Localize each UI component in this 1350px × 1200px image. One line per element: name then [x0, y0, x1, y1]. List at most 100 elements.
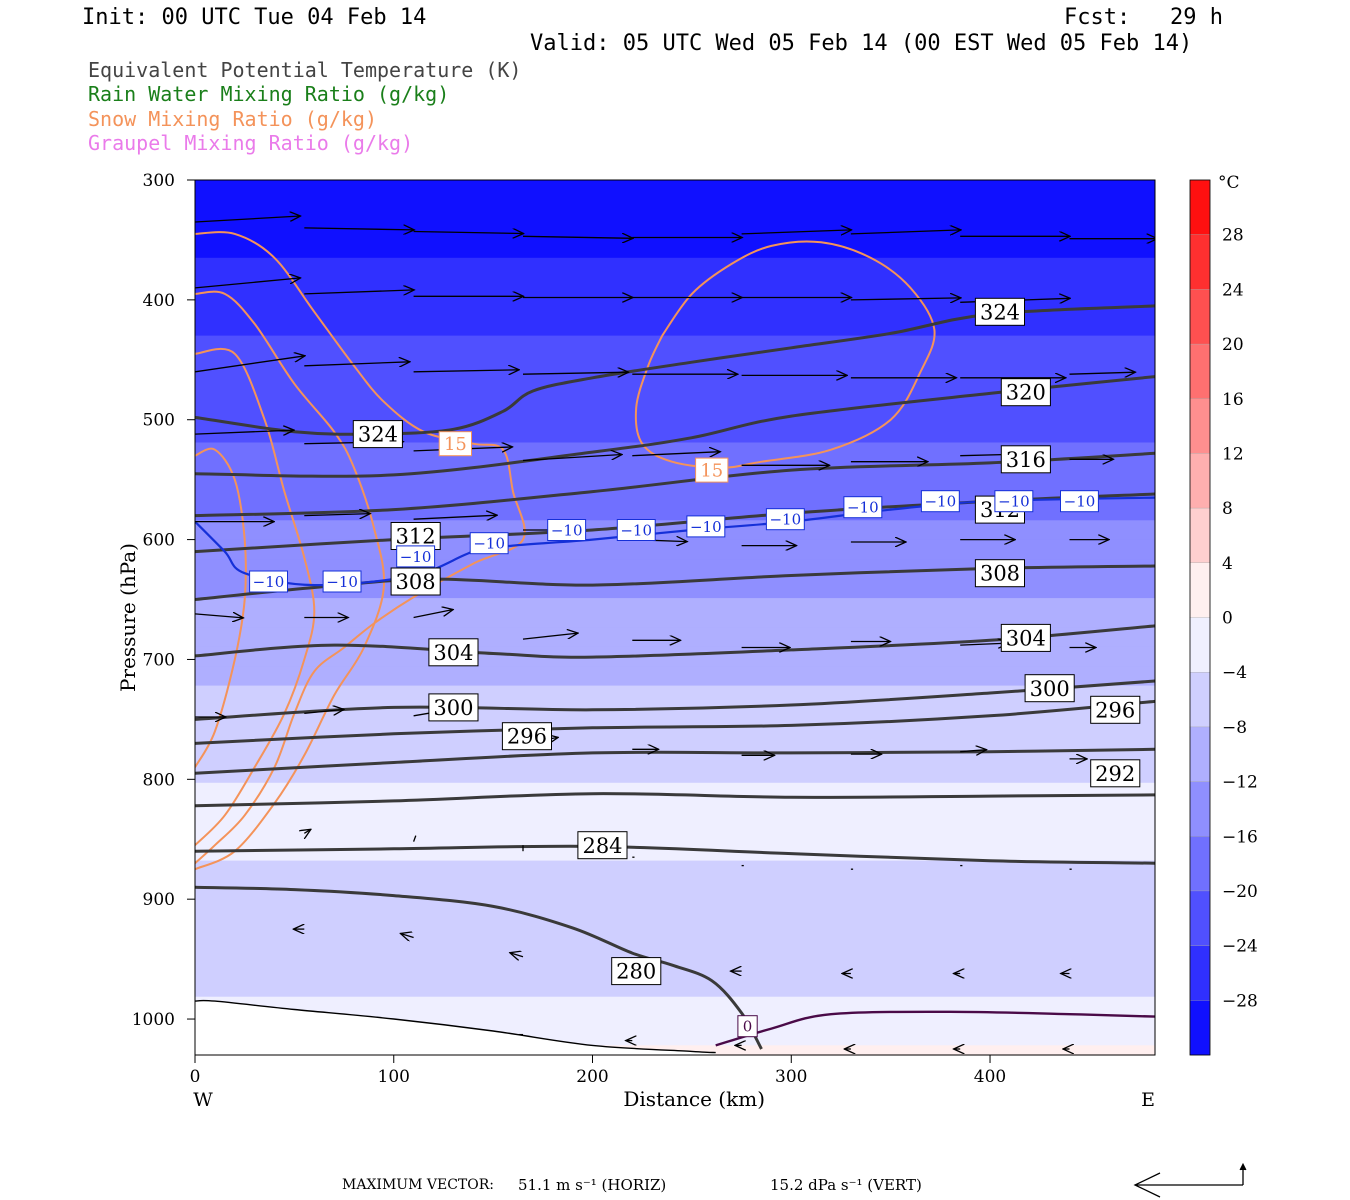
temp-band: [195, 724, 1155, 735]
isotherm-label: −10: [1064, 493, 1096, 511]
theta-e-label-box: [501, 722, 552, 751]
theta-e-contour: [195, 844, 1155, 865]
valid-time: Valid: 05 UTC Wed 05 Feb 14 (00 EST Wed …: [530, 31, 1193, 56]
temp-band: [195, 860, 1155, 871]
temp-band: [195, 666, 1155, 677]
theta-e-label-box: [611, 957, 662, 986]
theta-e-label: 312: [396, 525, 436, 549]
y-tick-label: 1000: [132, 1010, 175, 1030]
isotherm-label-box: [920, 490, 960, 513]
temp-band: [195, 568, 1155, 580]
temp-band: [195, 685, 1155, 696]
isotherm-label-box: [737, 1015, 758, 1038]
temp-band: [195, 199, 1155, 210]
temp-band: [195, 880, 1155, 891]
temp-band: [195, 539, 1155, 550]
theta-e-contour: [195, 624, 1155, 659]
wind-vector: [510, 953, 524, 957]
y-tick-label: 900: [143, 890, 175, 910]
temp-band: [195, 189, 1155, 200]
isotherm-label: 0: [743, 1018, 753, 1036]
snow-label: 15: [700, 461, 723, 482]
max-vector-horiz: 51.1 m s⁻¹ (HORIZ): [518, 1176, 667, 1194]
theta-e-label: 324: [358, 423, 398, 447]
wind-vectors: [195, 216, 1155, 1049]
legend-graupel: Graupel Mixing Ratio (g/kg): [88, 131, 414, 155]
terrain-fill: [195, 1001, 716, 1055]
colorbar-swatch: [1189, 726, 1211, 783]
colorbar-swatch: [1189, 672, 1211, 728]
temp-band: [195, 967, 1155, 978]
temp-band: [195, 996, 1155, 1007]
theta-e-contour: [195, 792, 1155, 808]
wind-vector: [195, 614, 243, 618]
theta-e-label: 292: [1095, 762, 1135, 786]
theta-e-contour: [195, 699, 1155, 745]
colorbar-swatch: [1189, 343, 1211, 400]
wind-vector: [304, 290, 414, 294]
temp-band: [195, 889, 1155, 900]
wind-vector: [522, 372, 629, 374]
legend-theta-e: Equivalent Potential Temperature (K): [88, 58, 522, 82]
temp-band: [195, 734, 1155, 745]
theta-e-label-box: [1000, 623, 1051, 652]
temp-band: [195, 627, 1155, 638]
temp-band: [195, 957, 1155, 969]
temp-band: [195, 811, 1155, 823]
wind-vector: [413, 515, 498, 519]
isotherm-label-box: [249, 570, 289, 593]
temp-band: [195, 695, 1155, 706]
temp-band: [195, 209, 1155, 220]
temp-band: [195, 831, 1155, 842]
colorbar-swatch: [1189, 453, 1211, 509]
isotherm-label: −10: [551, 521, 583, 539]
wind-vector: [960, 643, 1008, 645]
colorbar-swatch: [1189, 617, 1211, 673]
legend-snow: Snow Mixing Ratio (g/kg): [88, 107, 377, 131]
theta-e-label: 296: [507, 725, 547, 749]
colorbar-unit: °C: [1218, 173, 1240, 193]
temp-band: [195, 471, 1155, 482]
wind-vector: [741, 230, 852, 234]
legend-rain: Rain Water Mixing Ratio (g/kg): [88, 82, 450, 106]
theta-e-contour: [195, 679, 1155, 721]
colorbar-swatch: [1189, 507, 1211, 564]
y-axis-label: Pressure (hPa): [116, 543, 140, 692]
colorbar-swatch: [1189, 179, 1211, 236]
y-tick-label: 800: [143, 770, 175, 790]
theta-e-label: 324: [980, 300, 1020, 324]
temp-band: [195, 180, 1155, 191]
y-tick-label: 400: [143, 291, 175, 311]
snow-label-box: [438, 431, 473, 457]
x-end-label-east: E: [1141, 1089, 1155, 1111]
snow-label-box: [695, 457, 729, 483]
theta-e-label: 280: [616, 960, 656, 984]
temp-band: [195, 1016, 1155, 1027]
theta-e-label: 304: [433, 641, 473, 665]
theta-e-label: 320: [1006, 381, 1046, 405]
colorbar-tick-label: 16: [1222, 390, 1244, 410]
temp-band: [195, 530, 1155, 541]
colorbar-tick-label: −28: [1222, 991, 1258, 1011]
colorbar-tick-label: 8: [1222, 499, 1233, 519]
colorbar-swatch: [1189, 1000, 1211, 1056]
x-axis-label: Distance (km): [623, 1087, 765, 1111]
wind-vector: [960, 750, 986, 752]
temp-band: [195, 549, 1155, 560]
temp-band: [195, 773, 1155, 784]
isotherm-label-box: [843, 496, 883, 519]
temp-band: [195, 277, 1155, 288]
wind-vector: [412, 835, 417, 842]
isotherm-label: −10: [620, 521, 652, 539]
wind-vector: [413, 610, 454, 619]
temp-band: [195, 442, 1155, 453]
colorbar-swatch: [1189, 836, 1211, 892]
colorbar-tick-label: 28: [1222, 226, 1244, 246]
isotherm-label: −10: [400, 548, 432, 566]
temp-band: [195, 918, 1155, 930]
theta-e-label-box: [1000, 378, 1051, 407]
theta-e-label-box: [1024, 674, 1075, 703]
temp-band: [195, 656, 1155, 667]
theta-e-label-box: [577, 831, 628, 860]
